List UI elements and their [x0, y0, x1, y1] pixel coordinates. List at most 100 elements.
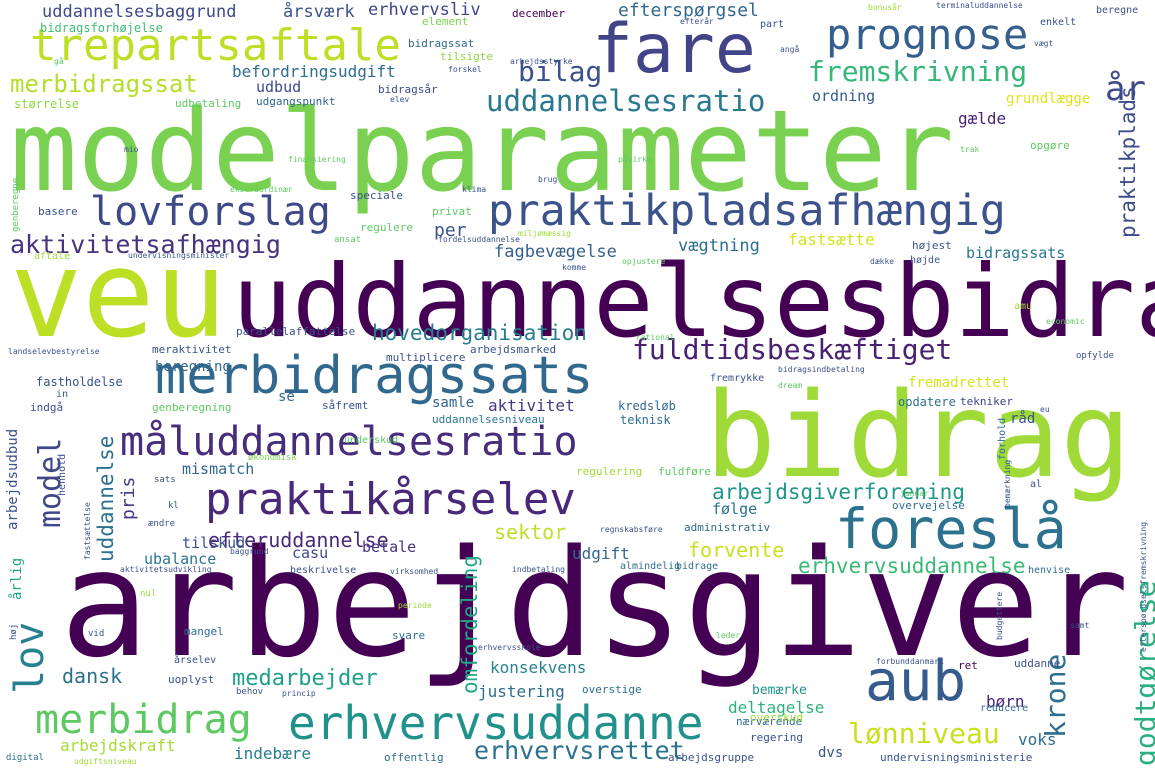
word: år: [1105, 69, 1146, 109]
word: indbetaling: [512, 565, 565, 574]
word: rational: [636, 333, 675, 342]
word: overstige: [582, 683, 642, 696]
word: praktikpladsafhængig: [488, 186, 1006, 236]
word: henvise: [1028, 565, 1071, 576]
word: uddannelsesbaggrund: [42, 2, 237, 22]
word: høj: [9, 623, 19, 640]
word: periode: [398, 601, 432, 610]
word: aftale: [34, 251, 71, 262]
word: almindelig: [620, 561, 681, 572]
word: baggrund: [230, 547, 269, 556]
word: beskrivelse: [290, 565, 357, 576]
word: aktivitetsafhængig: [10, 230, 281, 259]
word: lovforslag: [90, 189, 331, 235]
word: samle: [432, 395, 475, 411]
word: fremskrivning: [808, 55, 1028, 88]
word: påvirke: [618, 155, 652, 164]
word: vægt: [1034, 39, 1054, 48]
word: efterår: [680, 17, 714, 26]
word: erhvervsskole: [478, 643, 541, 652]
word: hovedorganisation: [372, 321, 587, 345]
word: ubalance: [144, 550, 217, 568]
word: ansat: [334, 235, 362, 245]
word: opdatere: [898, 395, 956, 409]
word: efterspørgsel: [618, 0, 759, 21]
word: omfordeling: [458, 554, 482, 694]
word: uoplyst: [168, 673, 215, 686]
word: dvs: [818, 745, 844, 761]
word: arbejdsgiver: [60, 518, 1130, 690]
word: opgøre: [1030, 139, 1070, 152]
word: fastsættelse: [83, 502, 92, 560]
word: merbidragssats: [155, 346, 594, 406]
word: efteruddannelse: [208, 528, 389, 552]
word: dansk: [62, 664, 123, 688]
word: årsværk: [283, 2, 355, 22]
word: indebære: [234, 744, 312, 763]
word: aub: [865, 649, 967, 714]
word: samt: [1070, 621, 1090, 630]
word: overvejelse: [892, 499, 965, 512]
word: lønniveau: [848, 717, 1000, 750]
word: veu: [10, 226, 227, 365]
word: arbejdsgruppe: [668, 751, 755, 764]
word: regering: [750, 731, 803, 744]
word: eu: [1040, 405, 1050, 414]
word: henhold: [57, 453, 68, 496]
word: erhvervsliv: [368, 0, 481, 20]
word: basere: [38, 205, 78, 218]
word: se: [278, 389, 295, 405]
word: digital: [6, 753, 44, 763]
word: indgå: [30, 401, 64, 414]
word: justering: [478, 682, 565, 701]
word: kredsløb: [618, 399, 676, 413]
word: grundlægge: [1006, 91, 1091, 107]
word: kl: [168, 501, 179, 511]
word: udbetaling: [175, 97, 242, 110]
word: regnskabsføre: [600, 525, 663, 534]
word: fuldføre: [658, 465, 711, 478]
word: beregning: [155, 359, 231, 375]
word: regulering: [576, 465, 643, 478]
word: måluddannelsesratio: [120, 419, 578, 465]
word: nærværende: [736, 715, 803, 728]
word: deltagelse: [728, 698, 825, 717]
word: per: [434, 220, 467, 241]
word: element: [422, 15, 469, 28]
word: bidragssat: [408, 37, 475, 50]
word: undervisningsminister: [128, 251, 230, 260]
word: vid: [88, 629, 105, 639]
word: genberegne: [11, 177, 21, 232]
word: teknisk: [620, 413, 671, 427]
word: nul: [140, 589, 157, 599]
word: privat: [432, 205, 472, 218]
word: økonomisk: [248, 453, 297, 463]
word: børn: [986, 692, 1025, 711]
word: in: [56, 389, 69, 400]
word: bidrage: [676, 561, 719, 572]
word: princip: [282, 689, 316, 698]
word: fordelsuddannelse: [438, 235, 520, 244]
word: uddannelsesniveau: [432, 413, 545, 426]
word: parallelaffattelse: [236, 325, 356, 338]
word: merbidragssat: [10, 70, 198, 98]
word: praktikårselev: [205, 474, 576, 525]
word: opjustere: [622, 257, 666, 266]
word: fremadrettet: [908, 375, 1010, 391]
word: reducere: [980, 703, 1029, 714]
word: beregne: [1096, 5, 1139, 16]
word: mangel: [184, 625, 224, 638]
word: multiplicere: [386, 351, 466, 364]
word: befordringsudgift: [232, 62, 396, 81]
word: højde: [910, 255, 941, 266]
word: elev: [390, 95, 410, 104]
word: ret: [958, 659, 978, 672]
word: speciale: [350, 189, 403, 202]
word: underskud: [344, 435, 399, 446]
word: konsekvens: [490, 658, 587, 677]
word: modelparameter: [10, 87, 955, 217]
word: economic: [1046, 317, 1085, 326]
word: svare: [392, 629, 426, 642]
word: bidragsår: [378, 83, 438, 96]
